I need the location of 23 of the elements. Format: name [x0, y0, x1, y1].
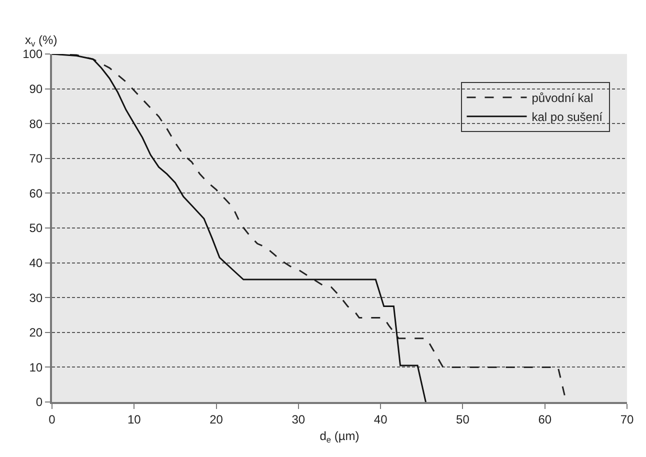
- x-tick-label: 60: [538, 412, 552, 426]
- y-tick-label: 70: [29, 152, 43, 166]
- y-axis-title: x$_{v}$ (%): [25, 33, 58, 49]
- x-axis-title: d$_{e}$ (µm): [320, 428, 360, 444]
- y-tick-label: 100: [22, 47, 43, 62]
- x-tick-label: 40: [374, 412, 388, 426]
- y-tick-label: 20: [29, 326, 43, 340]
- y-tick-label: 0: [36, 395, 43, 410]
- y-tick-label: 90: [29, 82, 43, 96]
- y-tick-label: 40: [29, 256, 43, 270]
- x-tick-label: 50: [456, 412, 470, 426]
- legend-label: původní kal: [532, 91, 594, 106]
- x-tick-label: 70: [620, 412, 634, 426]
- y-tick-label: 80: [29, 116, 43, 131]
- y-tick-label: 50: [29, 221, 43, 236]
- x-tick-label: 0: [48, 412, 56, 426]
- y-tick-label: 30: [29, 290, 43, 305]
- y-tick-label: 60: [29, 186, 43, 200]
- x-tick-label: 30: [292, 412, 306, 426]
- y-tick-label: 10: [29, 360, 43, 374]
- x-tick-label: 20: [210, 412, 224, 426]
- legend-label: kal po sušení: [532, 110, 604, 124]
- x-tick-label: 10: [127, 412, 142, 426]
